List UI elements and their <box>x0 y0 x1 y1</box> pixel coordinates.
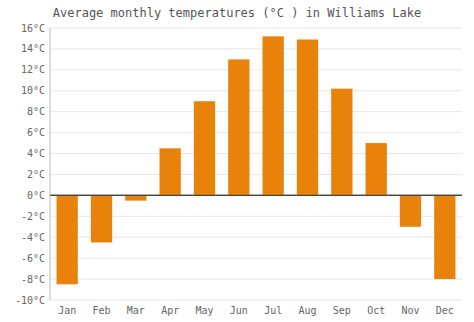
y-tick-label: -2°C <box>21 211 45 222</box>
bar <box>297 40 318 196</box>
y-tick-label: 2°C <box>27 169 45 180</box>
grid-line <box>50 279 462 280</box>
title: Average monthly temperatures (°C ) in Wi… <box>53 6 421 20</box>
y-tick-label: 12°C <box>21 64 45 75</box>
grid-line <box>50 174 462 175</box>
y-tick-label: -8°C <box>21 274 45 285</box>
bar <box>160 148 181 195</box>
bar <box>434 195 455 279</box>
x-tick-label: Jul <box>264 305 282 316</box>
x-tick-label: Aug <box>298 305 316 316</box>
y-tick-label: 4°C <box>27 148 45 159</box>
zero-line <box>50 195 462 196</box>
grid-line <box>50 258 462 259</box>
bar <box>331 89 352 196</box>
grid-line <box>50 28 462 29</box>
x-tick-label: Feb <box>92 305 110 316</box>
x-tick-label: Mar <box>127 305 145 316</box>
chart: Average monthly temperatures (°C ) in Wi… <box>0 0 474 322</box>
grid-line <box>50 111 462 112</box>
zero-line <box>50 195 462 196</box>
y-tick-label: 8°C <box>27 106 45 117</box>
y-axis-line <box>50 28 51 300</box>
grid-line <box>50 48 462 49</box>
grid-line <box>50 69 462 70</box>
y-tick-label: 10°C <box>21 85 45 96</box>
y-tick-label: 6°C <box>27 127 45 138</box>
y-tick-label: 14°C <box>21 43 45 54</box>
x-tick-label: Jun <box>230 305 248 316</box>
y-tick-label: 0°C <box>27 190 45 201</box>
bar <box>91 195 112 242</box>
x-tick-label: Nov <box>401 305 419 316</box>
bar <box>125 195 146 200</box>
bars <box>57 36 456 284</box>
x-tick-label: Apr <box>161 305 179 316</box>
grid-line <box>50 300 462 301</box>
y-tick-label: -6°C <box>21 253 45 264</box>
bar <box>194 101 215 195</box>
grid-line <box>50 90 462 91</box>
x-tick-label: Dec <box>436 305 454 316</box>
bar <box>263 36 284 195</box>
bar <box>400 195 421 226</box>
y-tick-label: -10°C <box>15 295 45 306</box>
x-tick-label: Jan <box>58 305 76 316</box>
grid-line <box>50 153 462 154</box>
x-tick-label: May <box>195 305 213 316</box>
x-tick-label: Sep <box>333 305 351 316</box>
bar <box>228 59 249 195</box>
y-tick-label: 16°C <box>21 23 45 34</box>
x-tick-label: Oct <box>367 305 385 316</box>
bar <box>57 195 78 284</box>
bar <box>366 143 387 195</box>
grid-line <box>50 132 462 133</box>
y-tick-label: -4°C <box>21 232 45 243</box>
